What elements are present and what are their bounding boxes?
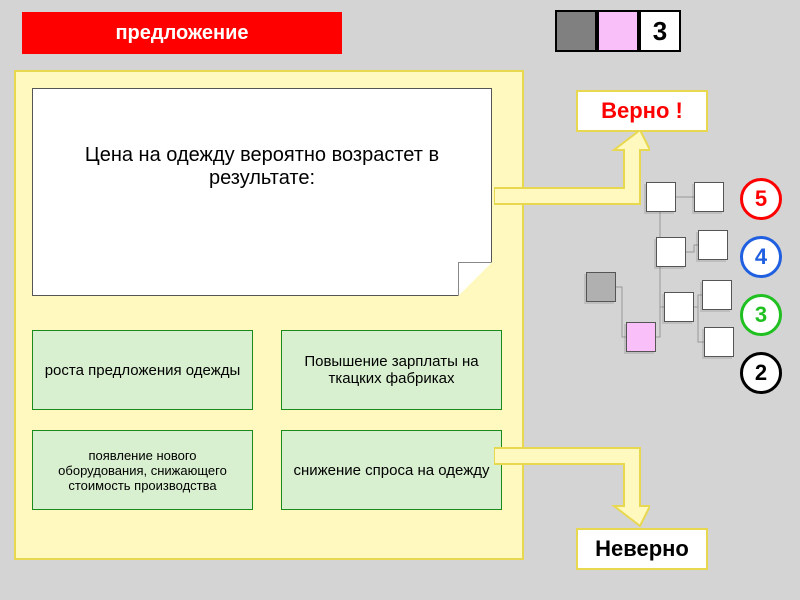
mini-box: [626, 322, 656, 352]
arrow-down-icon: [494, 420, 650, 530]
mini-box: [698, 230, 728, 260]
mini-box: [646, 182, 676, 212]
answer-grid: роста предложения одежды Повышение зарпл…: [32, 330, 502, 510]
question-card: Цена на одежду вероятно возрастет в резу…: [32, 88, 492, 296]
correct-label: Верно !: [576, 90, 708, 132]
score-4[interactable]: 4: [740, 236, 782, 278]
top-square-3: 3: [639, 10, 681, 52]
score-5[interactable]: 5: [740, 178, 782, 220]
score-circles: 5 4 3 2: [740, 178, 782, 394]
mini-box: [586, 272, 616, 302]
incorrect-label: Неверно: [576, 528, 708, 570]
mini-box: [656, 237, 686, 267]
score-3[interactable]: 3: [740, 294, 782, 336]
mini-box: [702, 280, 732, 310]
answer-option-1[interactable]: роста предложения одежды: [32, 330, 253, 410]
answer-option-3[interactable]: появление нового оборудования, снижающег…: [32, 430, 253, 510]
answer-option-2[interactable]: Повышение зарплаты на ткацких фабриках: [281, 330, 502, 410]
mini-box: [664, 292, 694, 322]
score-2[interactable]: 2: [740, 352, 782, 394]
mini-box: [704, 327, 734, 357]
top-square-2: [597, 10, 639, 52]
answer-option-4[interactable]: снижение спроса на одежду: [281, 430, 502, 510]
header-title: предложение: [22, 12, 342, 54]
top-squares: 3: [555, 10, 681, 52]
question-text: Цена на одежду вероятно возрастет в резу…: [63, 144, 461, 190]
mini-box: [694, 182, 724, 212]
top-square-1: [555, 10, 597, 52]
mini-diagram: [586, 182, 736, 382]
